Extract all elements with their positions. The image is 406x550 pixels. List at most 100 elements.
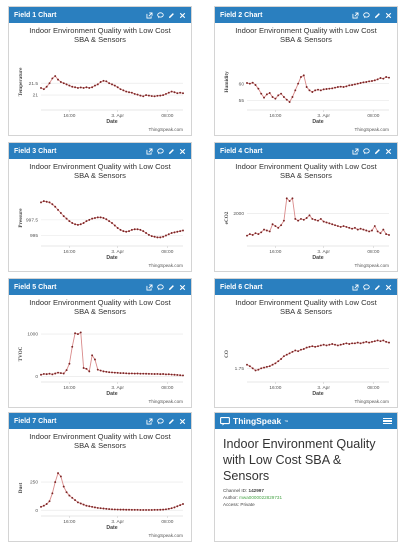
data-point[interactable] <box>142 372 145 375</box>
thingspeak-credit-link[interactable]: ThingSpeak.com <box>148 399 183 404</box>
data-point[interactable] <box>62 82 65 85</box>
data-point[interactable] <box>150 95 153 98</box>
data-point[interactable] <box>162 94 165 97</box>
data-point[interactable] <box>248 82 251 85</box>
data-point[interactable] <box>82 367 85 369</box>
data-point[interactable] <box>130 228 133 231</box>
data-point[interactable] <box>130 91 133 94</box>
data-point[interactable] <box>319 344 322 347</box>
data-point[interactable] <box>285 353 288 356</box>
thingspeak-credit-link[interactable]: ThingSpeak.com <box>148 127 183 132</box>
data-point[interactable] <box>376 230 379 233</box>
data-point[interactable] <box>331 87 334 90</box>
data-point[interactable] <box>359 227 362 230</box>
data-point[interactable] <box>145 94 148 97</box>
data-point[interactable] <box>251 367 254 370</box>
data-point[interactable] <box>280 92 283 95</box>
data-point[interactable] <box>79 331 82 334</box>
data-point[interactable] <box>251 234 254 236</box>
data-point[interactable] <box>156 94 159 97</box>
data-point[interactable] <box>133 92 136 95</box>
data-point[interactable] <box>133 508 136 511</box>
data-point[interactable] <box>105 507 108 510</box>
data-point[interactable] <box>373 225 376 227</box>
data-point[interactable] <box>142 509 145 511</box>
comment-icon[interactable] <box>362 147 370 155</box>
data-point[interactable] <box>302 218 305 221</box>
data-point[interactable] <box>328 343 331 346</box>
data-point[interactable] <box>305 86 308 88</box>
data-point[interactable] <box>79 223 82 226</box>
data-point[interactable] <box>68 84 71 87</box>
data-point[interactable] <box>385 233 388 236</box>
data-point[interactable] <box>277 94 280 97</box>
data-point[interactable] <box>82 503 85 506</box>
data-point[interactable] <box>59 372 62 375</box>
data-point[interactable] <box>57 78 59 81</box>
data-point[interactable] <box>102 370 105 373</box>
data-point[interactable] <box>274 362 277 365</box>
data-point[interactable] <box>362 81 365 84</box>
data-point[interactable] <box>48 500 51 503</box>
data-point[interactable] <box>334 86 336 89</box>
data-point[interactable] <box>271 363 274 366</box>
data-point[interactable] <box>147 372 150 375</box>
data-point[interactable] <box>322 220 325 223</box>
data-point[interactable] <box>102 507 105 510</box>
data-point[interactable] <box>147 233 150 236</box>
data-point[interactable] <box>91 86 94 89</box>
data-point[interactable] <box>328 222 331 225</box>
data-point[interactable] <box>368 230 371 233</box>
data-point[interactable] <box>139 94 142 97</box>
data-point[interactable] <box>263 228 265 231</box>
data-point[interactable] <box>291 197 294 200</box>
data-point[interactable] <box>165 92 167 95</box>
data-point[interactable] <box>150 372 153 375</box>
pencil-icon[interactable] <box>167 283 175 291</box>
close-icon[interactable] <box>178 147 186 155</box>
data-point[interactable] <box>71 85 74 88</box>
data-point[interactable] <box>308 345 311 348</box>
data-point[interactable] <box>119 228 122 231</box>
data-point[interactable] <box>176 505 179 508</box>
data-point[interactable] <box>165 373 167 376</box>
thingspeak-credit-link[interactable]: ThingSpeak.com <box>354 263 389 268</box>
data-point[interactable] <box>285 197 288 200</box>
data-point[interactable] <box>125 90 128 93</box>
data-point[interactable] <box>96 506 99 509</box>
data-point[interactable] <box>54 372 57 375</box>
close-icon[interactable] <box>178 417 186 425</box>
data-point[interactable] <box>328 87 331 90</box>
data-point[interactable] <box>257 368 260 371</box>
data-point[interactable] <box>125 372 128 375</box>
data-point[interactable] <box>382 228 385 231</box>
data-point[interactable] <box>116 371 119 374</box>
data-point[interactable] <box>282 219 285 222</box>
comment-icon[interactable] <box>156 11 164 19</box>
data-point[interactable] <box>246 234 248 237</box>
data-point[interactable] <box>167 91 170 94</box>
data-point[interactable] <box>79 86 82 89</box>
data-point[interactable] <box>42 200 45 203</box>
comment-icon[interactable] <box>156 147 164 155</box>
data-point[interactable] <box>182 374 184 377</box>
data-point[interactable] <box>153 373 156 375</box>
data-point[interactable] <box>54 75 57 78</box>
pencil-icon[interactable] <box>373 147 381 155</box>
data-point[interactable] <box>351 227 354 230</box>
data-point[interactable] <box>353 342 356 345</box>
data-point[interactable] <box>365 340 368 343</box>
data-point[interactable] <box>365 81 368 83</box>
data-point[interactable] <box>311 345 314 348</box>
data-point[interactable] <box>113 224 116 227</box>
data-point[interactable] <box>76 501 79 504</box>
data-point[interactable] <box>142 95 145 98</box>
data-point[interactable] <box>322 88 325 91</box>
data-point[interactable] <box>51 373 54 376</box>
close-icon[interactable] <box>384 11 392 19</box>
data-point[interactable] <box>294 349 297 352</box>
data-point[interactable] <box>348 343 351 345</box>
data-point[interactable] <box>113 371 116 374</box>
data-point[interactable] <box>246 363 248 366</box>
data-point[interactable] <box>102 79 105 82</box>
